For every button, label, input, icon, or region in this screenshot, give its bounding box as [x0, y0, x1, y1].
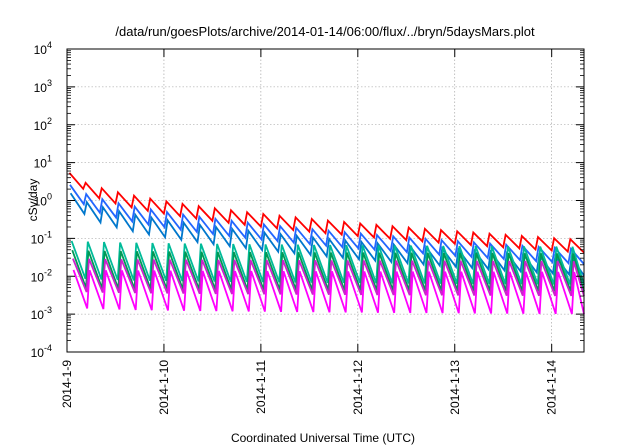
series-line: [70, 240, 585, 285]
series-line: [72, 269, 585, 315]
chart-title: /data/run/goesPlots/archive/2014-01-14/0…: [115, 24, 535, 39]
y-tick-base: 10: [31, 308, 45, 322]
ticks: [66, 48, 584, 353]
y-tick-label: 102: [34, 116, 52, 133]
series-layer: [68, 172, 585, 315]
y-tick-exponent: 1: [47, 154, 52, 164]
y-tick-exponent: 2: [47, 116, 52, 126]
series-line: [68, 172, 585, 254]
y-tick-exponent: -4: [44, 343, 52, 353]
x-tick-label: 2014-1-12: [351, 360, 365, 415]
y-tick-base: 10: [31, 346, 45, 360]
y-axis-label: cSv/day: [26, 179, 40, 222]
series-line: [69, 184, 585, 266]
y-tick-label: 10-1: [31, 229, 52, 246]
x-tick-label: 2014-1-13: [448, 360, 462, 415]
y-tick-base: 10: [34, 81, 48, 95]
y-tick-exponent: -1: [44, 229, 52, 239]
y-tick-exponent: 0: [47, 192, 52, 202]
x-tick-label: 2014-1-11: [254, 360, 268, 414]
y-tick-label: 10-3: [31, 305, 52, 322]
y-tick-base: 10: [34, 43, 48, 57]
series-line: [72, 258, 585, 297]
y-tick-label: 10-2: [31, 267, 52, 284]
y-tick-exponent: 4: [47, 40, 52, 50]
x-tick-label: 2014-1-10: [157, 360, 171, 415]
y-tick-base: 10: [34, 119, 48, 133]
y-tick-exponent: -3: [44, 305, 52, 315]
y-tick-exponent: 3: [47, 78, 52, 88]
y-tick-label: 104: [34, 40, 52, 57]
grid: [67, 49, 584, 352]
x-tick-label: 2014-1-9: [60, 360, 74, 408]
y-tick-label: 100: [34, 192, 52, 209]
y-tick-label: 10-4: [31, 343, 52, 360]
y-tick-base: 10: [31, 232, 45, 246]
y-tick-label: 103: [34, 78, 52, 95]
x-axis-label: Coordinated Universal Time (UTC): [231, 431, 415, 445]
y-tick-base: 10: [34, 157, 48, 171]
plot-frame: [66, 48, 585, 353]
series-line: [71, 249, 585, 292]
x-tick-label: 2014-1-14: [545, 360, 559, 415]
y-tick-label: 101: [34, 154, 52, 171]
y-tick-base: 10: [34, 195, 48, 209]
y-tick-exponent: -2: [44, 267, 52, 277]
y-tick-base: 10: [31, 270, 45, 284]
